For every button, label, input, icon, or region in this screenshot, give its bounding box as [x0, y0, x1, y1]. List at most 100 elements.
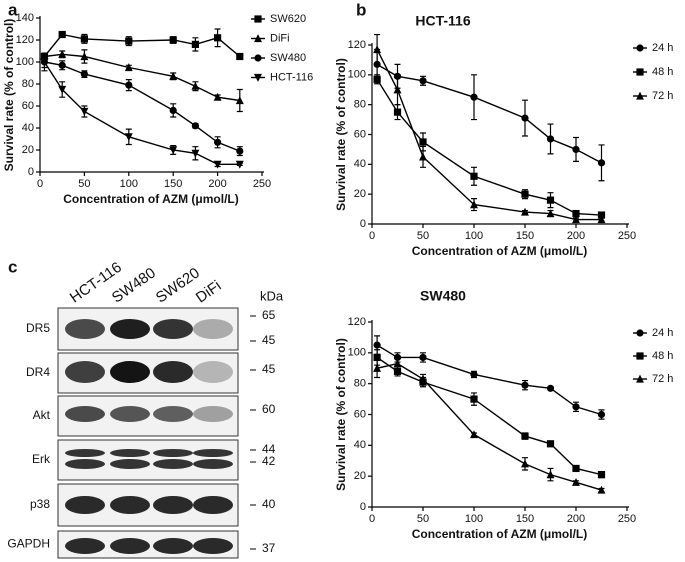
legend-label: DiFi: [270, 32, 290, 44]
band: [153, 496, 193, 514]
y-tick-label: 40: [22, 122, 34, 134]
panel-label: c: [8, 257, 17, 276]
point: [546, 135, 555, 143]
point: [191, 40, 199, 48]
y-axis-label: Survival rate (% of control): [334, 58, 348, 211]
point: [236, 52, 244, 61]
band: [193, 319, 233, 339]
band: [65, 459, 105, 469]
legend-marker: [254, 73, 262, 82]
point: [546, 384, 555, 392]
point: [373, 363, 382, 372]
point: [572, 464, 580, 473]
series-line: [376, 78, 602, 216]
band: [65, 406, 105, 422]
point: [373, 75, 381, 83]
x-tick-label: 100: [465, 230, 483, 242]
series-line: [376, 344, 602, 416]
point: [80, 70, 88, 78]
row-label: GAPDH: [7, 537, 50, 551]
y-tick-label: 80: [22, 78, 34, 90]
kda-unit: kDa: [260, 288, 284, 303]
series-line: [43, 33, 241, 58]
point: [572, 145, 580, 154]
point: [58, 49, 67, 58]
point: [546, 440, 555, 448]
point: [470, 172, 478, 180]
x-tick-label: 0: [369, 513, 375, 525]
kda-label: 65: [262, 308, 276, 322]
y-tick-label: 20: [354, 188, 366, 200]
point: [597, 485, 606, 494]
point: [521, 114, 529, 122]
y-tick-label: 20: [354, 470, 366, 482]
y-tick-label: 0: [28, 166, 34, 178]
point: [80, 107, 89, 116]
x-tick-label: 50: [78, 178, 90, 190]
legend-label: SW480: [270, 52, 306, 64]
legend-marker: [636, 374, 644, 383]
point: [40, 58, 49, 67]
y-tick-label: 40: [354, 158, 366, 170]
chart-title: SW480: [420, 288, 466, 304]
point: [58, 61, 66, 69]
point: [470, 93, 478, 101]
point: [169, 36, 177, 44]
x-tick-label: 150: [516, 513, 534, 525]
legend-marker: [636, 329, 644, 337]
point: [419, 77, 427, 85]
point: [213, 160, 222, 169]
legend-marker: [636, 68, 644, 76]
y-tick-label: 120: [348, 39, 366, 51]
point: [572, 403, 580, 411]
legend-marker: [636, 44, 644, 52]
band: [193, 459, 233, 469]
legend-label: 48 h: [652, 66, 673, 78]
point: [546, 470, 555, 479]
y-axis-label: Survival rate (% of control): [334, 338, 348, 491]
legend-marker: [254, 54, 262, 62]
point: [597, 471, 606, 479]
point: [235, 160, 244, 169]
point: [125, 37, 133, 45]
y-tick-label: 120: [348, 316, 366, 328]
legend-marker: [254, 34, 262, 43]
point: [235, 96, 244, 105]
legend-marker: [636, 91, 644, 100]
point: [191, 81, 200, 90]
band: [153, 449, 193, 457]
legend-marker: [254, 15, 262, 23]
band: [193, 406, 233, 422]
panel-label: a: [8, 0, 18, 19]
band: [65, 449, 105, 457]
kda-label: 37: [262, 541, 276, 555]
y-axis-label: Survival rate (% of control): [2, 19, 16, 172]
point: [214, 138, 222, 146]
row-label: DR5: [26, 321, 50, 335]
x-tick-label: 250: [618, 513, 636, 525]
band: [110, 449, 150, 457]
point: [393, 85, 402, 94]
legend-label: 72 h: [652, 373, 673, 385]
row-label: DR4: [26, 365, 50, 379]
kda-label: 45: [262, 362, 276, 376]
band: [65, 496, 105, 514]
series-line: [43, 61, 240, 165]
x-tick-label: 250: [253, 178, 271, 190]
point: [124, 133, 133, 142]
point: [213, 92, 222, 101]
point: [373, 353, 381, 362]
band: [153, 406, 193, 422]
point: [470, 430, 478, 439]
band: [110, 361, 150, 383]
point: [393, 359, 402, 368]
point: [125, 81, 133, 89]
legend-label: HCT-116: [270, 71, 313, 83]
x-tick-label: 200: [567, 230, 585, 242]
x-tick-label: 0: [37, 178, 43, 190]
row-label: p38: [30, 497, 50, 511]
band: [193, 496, 233, 514]
band: [193, 361, 233, 383]
row-label: Akt: [33, 408, 51, 422]
